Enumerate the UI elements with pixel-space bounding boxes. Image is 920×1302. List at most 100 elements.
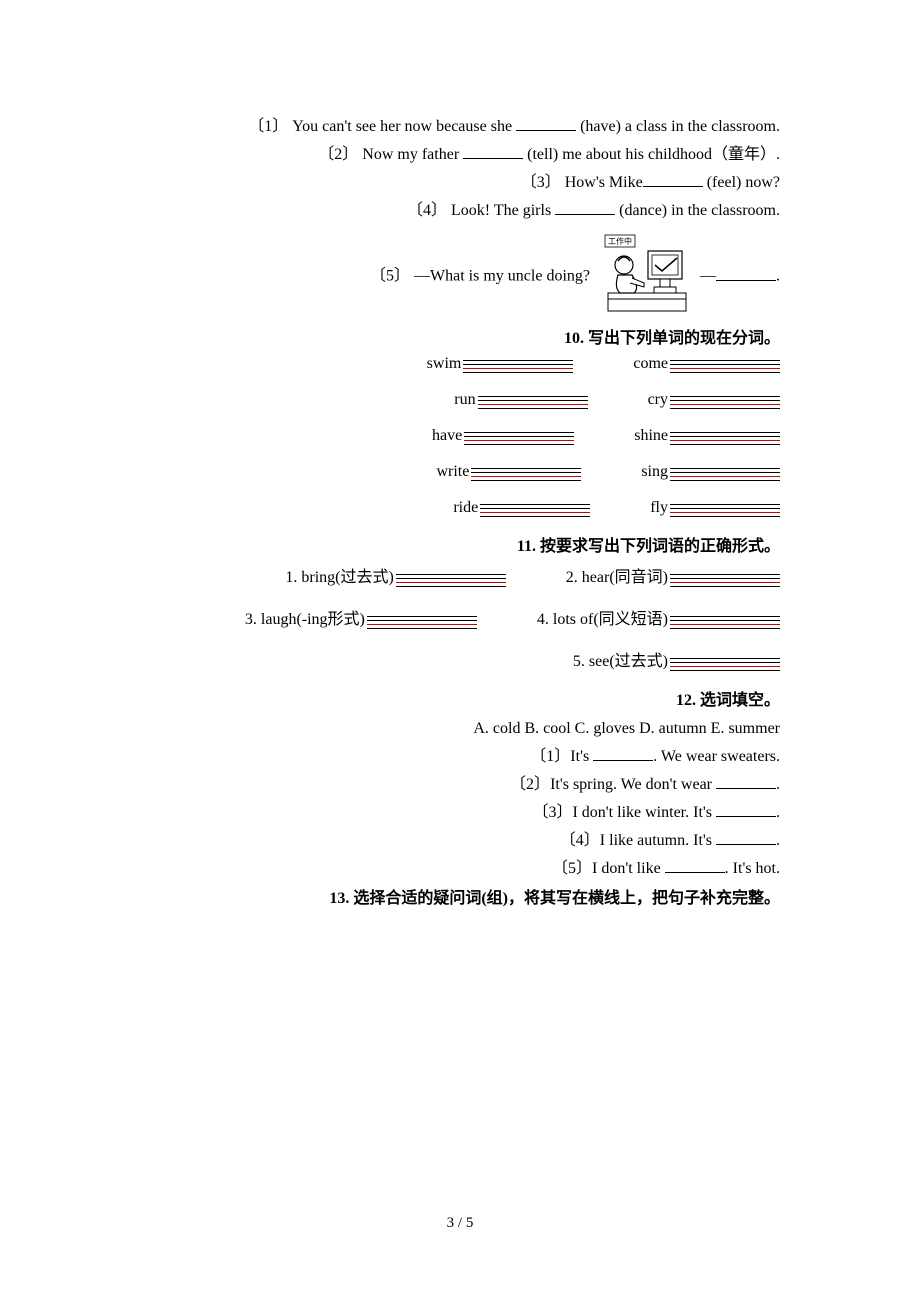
answer-lines[interactable] xyxy=(670,574,780,587)
q4-num: 〔4〕 xyxy=(407,202,447,219)
q2-pre: Now my father xyxy=(362,146,463,163)
item-num: 〔3〕 xyxy=(532,804,572,821)
item-blank[interactable] xyxy=(716,773,776,789)
word-item: cry xyxy=(648,391,780,409)
answer-lines[interactable] xyxy=(670,396,780,409)
s11-item: 5. see(过去式) xyxy=(573,647,780,671)
s12-item: 〔1〕It's . We wear sweaters. xyxy=(140,745,780,769)
item-post: . xyxy=(776,804,780,821)
q5-pre: —What is my uncle doing? xyxy=(414,268,594,285)
q3: 〔3〕 How's Mike (feel) now? xyxy=(140,171,780,195)
q2-blank[interactable] xyxy=(463,143,523,159)
s11-label: 4. lots of(同义短语) xyxy=(537,605,668,629)
word-label: sing xyxy=(641,463,668,481)
word-label: swim xyxy=(427,355,462,373)
q3-post: (feel) now? xyxy=(703,174,780,191)
s11-label: 3. laugh(-ing形式) xyxy=(245,605,365,629)
s10-pair: have shine xyxy=(140,427,780,445)
s11-label: 1. bring(过去式) xyxy=(285,563,393,587)
q4-post: (dance) in the classroom. xyxy=(615,202,780,219)
word-label: ride xyxy=(453,499,478,517)
q5-blank[interactable] xyxy=(716,265,776,281)
word-label: write xyxy=(436,463,469,481)
word-item: fly xyxy=(650,499,780,517)
s12-item: 〔5〕I don't like . It's hot. xyxy=(140,857,780,881)
item-num: 〔1〕 xyxy=(530,748,570,765)
answer-lines[interactable] xyxy=(463,360,573,373)
q1: 〔1〕 You can't see her now because she (h… xyxy=(140,115,780,139)
s12-items: 〔1〕It's . We wear sweaters. 〔2〕It's sprin… xyxy=(140,745,780,881)
word-item: write xyxy=(436,463,581,481)
q3-num: 〔3〕 xyxy=(521,174,561,191)
q1-pre: You can't see her now because she xyxy=(292,118,516,135)
q5-row: 〔5〕 —What is my uncle doing? 工作中 —. xyxy=(140,233,780,321)
s10-pair: run cry xyxy=(140,391,780,409)
item-blank[interactable] xyxy=(593,745,653,761)
s11-row: 3. laugh(-ing形式) 4. lots of(同义短语) xyxy=(140,605,780,629)
word-item: shine xyxy=(634,427,780,445)
answer-lines[interactable] xyxy=(396,574,506,587)
q2-num: 〔2〕 xyxy=(318,146,358,163)
s11-item: 2. hear(同音词) xyxy=(566,563,780,587)
answer-lines[interactable] xyxy=(478,396,588,409)
word-item: come xyxy=(633,355,780,373)
word-item: ride xyxy=(453,499,590,517)
answer-lines[interactable] xyxy=(480,504,590,517)
q3-blank[interactable] xyxy=(643,171,703,187)
s11-item: 1. bring(过去式) xyxy=(285,563,505,587)
answer-lines[interactable] xyxy=(670,616,780,629)
page-number: 3 / 5 xyxy=(0,1215,920,1232)
s11-label: 2. hear(同音词) xyxy=(566,563,668,587)
s11-item: 3. laugh(-ing形式) xyxy=(245,605,477,629)
s12-item: 〔3〕I don't like winter. It's . xyxy=(140,801,780,825)
s12-title: 12. 选词填空。 xyxy=(140,689,780,713)
s10-pair: ride fly xyxy=(140,499,780,517)
item-pre: I don't like xyxy=(592,860,665,877)
item-blank[interactable] xyxy=(716,801,776,817)
page-content: 〔1〕 You can't see her now because she (h… xyxy=(0,0,920,911)
word-label: cry xyxy=(648,391,668,409)
answer-lines[interactable] xyxy=(471,468,581,481)
s11-row: 5. see(过去式) xyxy=(140,647,780,671)
s10-title: 10. 写出下列单词的现在分词。 xyxy=(140,327,780,351)
item-post: . It's hot. xyxy=(725,860,780,877)
answer-lines[interactable] xyxy=(670,504,780,517)
s11-row: 1. bring(过去式) 2. hear(同音词) xyxy=(140,563,780,587)
s12-options: A. cold B. cool C. gloves D. autumn E. s… xyxy=(140,717,780,741)
q1-num: 〔1〕 xyxy=(248,118,288,135)
word-label: have xyxy=(432,427,462,445)
q4-pre: Look! The girls xyxy=(451,202,555,219)
answer-lines[interactable] xyxy=(367,616,477,629)
item-num: 〔4〕 xyxy=(560,832,600,849)
word-label: fly xyxy=(650,499,668,517)
answer-lines[interactable] xyxy=(464,432,574,445)
answer-lines[interactable] xyxy=(670,658,780,671)
q5-num: 〔5〕 xyxy=(370,268,410,285)
item-pre: It's spring. We don't wear xyxy=(550,776,716,793)
item-blank[interactable] xyxy=(716,829,776,845)
word-item: run xyxy=(454,391,587,409)
item-post: . We wear sweaters. xyxy=(653,748,780,765)
s12-item: 〔2〕It's spring. We don't wear . xyxy=(140,773,780,797)
s11-item: 4. lots of(同义短语) xyxy=(537,605,780,629)
word-item: have xyxy=(432,427,574,445)
s13-title: 13. 选择合适的疑问词(组)，将其写在横线上，把句子补充完整。 xyxy=(140,887,780,911)
s11-items: 1. bring(过去式) 2. hear(同音词) 3. laugh(-ing形式… xyxy=(140,563,780,671)
q1-blank[interactable] xyxy=(516,115,576,131)
answer-lines[interactable] xyxy=(670,432,780,445)
item-pre: It's xyxy=(570,748,593,765)
answer-lines[interactable] xyxy=(670,360,780,373)
item-blank[interactable] xyxy=(665,857,725,873)
s10-pair: swim come xyxy=(140,355,780,373)
q4-blank[interactable] xyxy=(555,199,615,215)
answer-lines[interactable] xyxy=(670,468,780,481)
s10-pairs: swim come run cry have shine write sing ride fly xyxy=(140,355,780,517)
s12-item: 〔4〕I like autumn. It's . xyxy=(140,829,780,853)
q5-dash: — xyxy=(700,268,716,285)
item-post: . xyxy=(776,832,780,849)
word-label: run xyxy=(454,391,475,409)
q2: 〔2〕 Now my father (tell) me about his ch… xyxy=(140,143,780,167)
word-label: come xyxy=(633,355,668,373)
computer-illustration: 工作中 xyxy=(600,233,690,321)
s10-pair: write sing xyxy=(140,463,780,481)
